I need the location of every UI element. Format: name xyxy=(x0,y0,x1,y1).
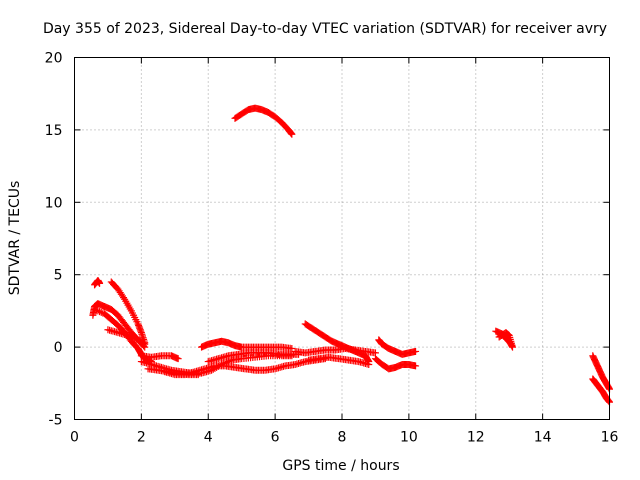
y-tick-label: 15 xyxy=(45,123,63,139)
data-point xyxy=(495,333,503,341)
data-point xyxy=(124,332,132,340)
data-point xyxy=(96,308,104,316)
x-tick-label: 14 xyxy=(534,430,552,446)
y-tick-label: 10 xyxy=(45,195,63,211)
series-track-f xyxy=(137,352,182,363)
y-tick-labels: -5 0 5 10 15 20 xyxy=(45,51,63,429)
series-track-i xyxy=(144,365,202,379)
data-point xyxy=(131,334,139,342)
x-tick-label: 16 xyxy=(601,430,619,446)
data-point xyxy=(96,279,104,287)
x-tick-label: 10 xyxy=(400,430,418,446)
y-tick-label: 0 xyxy=(54,340,63,356)
data-points xyxy=(89,104,613,406)
x-axis-label: GPS time / hours xyxy=(282,458,399,474)
data-point xyxy=(412,347,420,355)
data-point xyxy=(129,334,137,342)
data-point xyxy=(140,342,148,350)
y-axis-label: SDTVAR / TECUs xyxy=(7,181,23,296)
series-track-m xyxy=(301,320,373,366)
data-point xyxy=(141,343,149,351)
series-track-r xyxy=(492,327,517,351)
data-point xyxy=(194,371,202,379)
data-point xyxy=(288,130,296,138)
series-track-t xyxy=(589,375,613,406)
x-tick-label: 2 xyxy=(137,430,146,446)
x-tick-label: 8 xyxy=(338,430,347,446)
x-tick-label: 4 xyxy=(204,430,213,446)
x-tick-label: 6 xyxy=(271,430,280,446)
data-point xyxy=(412,362,420,370)
data-point xyxy=(126,332,134,340)
data-point xyxy=(120,294,128,302)
series-track-c xyxy=(107,278,149,347)
series-track-j xyxy=(198,337,296,353)
data-point xyxy=(91,305,99,313)
y-tick-label: -5 xyxy=(49,413,63,429)
x-tick-labels: 0 2 4 6 8 10 12 14 16 xyxy=(70,430,618,446)
series-track-o xyxy=(375,336,420,358)
ticks-layer xyxy=(74,57,610,420)
series-track-n xyxy=(305,353,373,368)
series-track-e xyxy=(104,326,149,351)
series-track-k xyxy=(204,349,303,366)
data-point xyxy=(94,307,102,315)
x-tick-label: 12 xyxy=(467,430,485,446)
data-point xyxy=(496,332,504,340)
data-point xyxy=(127,333,135,341)
chart-title: Day 355 of 2023, Sidereal Day-to-day VTE… xyxy=(43,21,607,37)
data-point xyxy=(365,360,373,368)
y-tick-label: 5 xyxy=(54,268,63,284)
series-track-q xyxy=(231,104,296,138)
data-point xyxy=(92,306,100,314)
x-tick-label: 0 xyxy=(70,430,79,446)
data-point xyxy=(174,355,182,363)
y-tick-label: 20 xyxy=(45,51,63,67)
data-point xyxy=(97,308,105,316)
grid-layer xyxy=(74,57,610,420)
series-track-p xyxy=(371,355,420,373)
series-track-s xyxy=(589,352,613,393)
series-track-a xyxy=(91,276,104,289)
